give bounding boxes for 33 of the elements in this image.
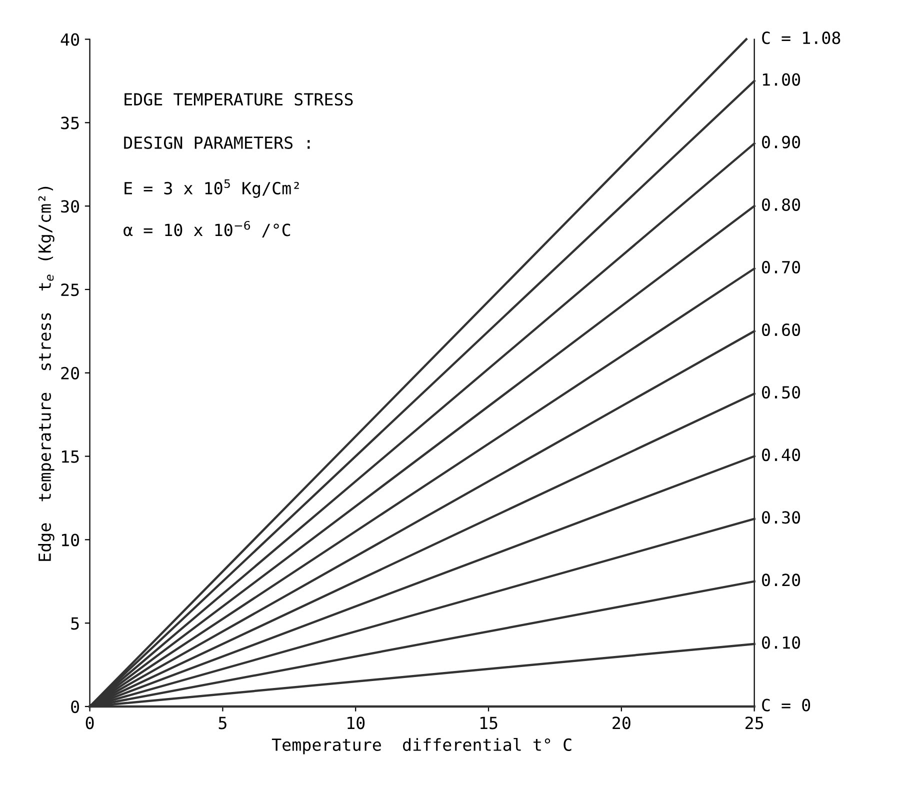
series-label: 0.50: [762, 386, 800, 399]
series-label: 0.70: [762, 260, 800, 274]
annotation: EDGE TEMPERATURE STRESS: [124, 93, 353, 106]
series-label: C = 1.08: [762, 32, 840, 44]
series-label: 0.10: [762, 636, 800, 649]
x-tick-label: 25: [746, 716, 764, 730]
x-tick-label: 20: [612, 716, 630, 730]
x-tick-label: 0: [86, 716, 94, 730]
series-label: 0.30: [762, 511, 800, 524]
series-label: 0.90: [762, 136, 800, 148]
series-label: 0.20: [762, 574, 800, 586]
y-tick-label: 40: [60, 33, 79, 46]
y-tick-label: 20: [61, 366, 79, 380]
y-tick-label: 5: [71, 617, 79, 630]
x-tick-label: 5: [218, 716, 226, 730]
annotation: α = 10 x 10$^{−6}$ /°C: [124, 220, 290, 238]
x-tick-label: 10: [348, 716, 365, 730]
text: Edge temperature stress t$_{e}$ (Kg/cm²): [38, 186, 54, 561]
y-tick-label: 30: [61, 200, 79, 213]
y-tick-label: 15: [62, 450, 79, 463]
series-label: 1.00: [762, 73, 800, 86]
x-tick-label: 15: [480, 716, 498, 730]
y-tick-label: 25: [61, 283, 79, 296]
y-tick-label: 10: [62, 534, 79, 546]
annotation: E = 3 x 10$^{5}$ Kg/Cm²: [124, 179, 299, 198]
y-tick-label: 35: [61, 116, 79, 130]
series-label: 0.40: [762, 448, 800, 462]
series-label: 0.60: [762, 323, 800, 336]
series-label: C = 0: [762, 698, 810, 712]
annotation: DESIGN PARAMETERS :: [124, 136, 310, 149]
series-label: 0.80: [762, 198, 800, 211]
y-tick-label: 0: [71, 700, 79, 714]
x-axis-title: Temperature differential t° C: [272, 738, 572, 754]
